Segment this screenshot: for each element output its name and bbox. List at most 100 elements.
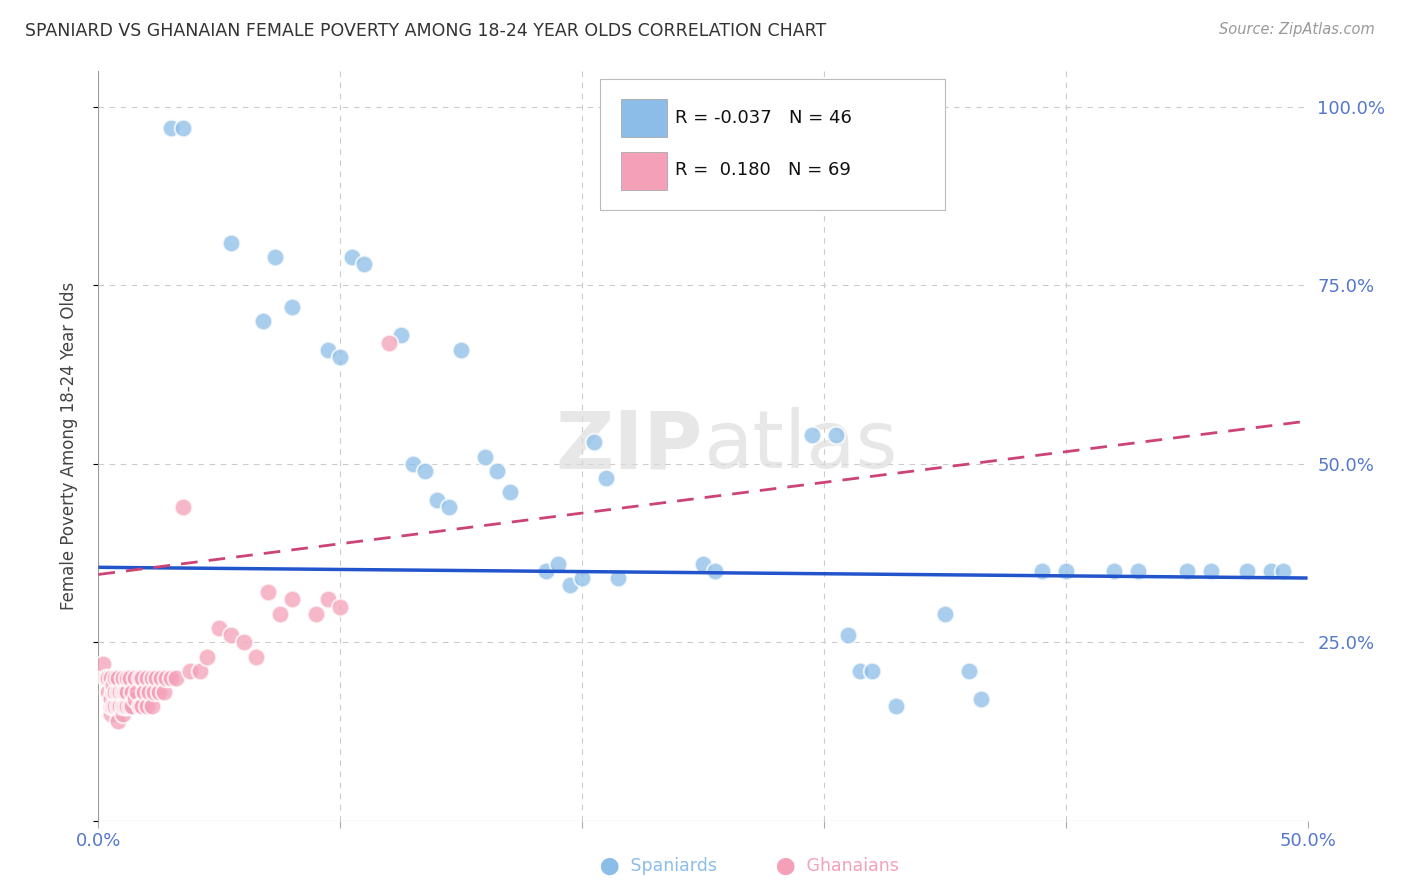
Point (91, 657, 114, 671)
Point (692, 557, 714, 571)
Point (101, 678, 124, 692)
Point (118, 671, 141, 685)
Point (150, 671, 173, 685)
Point (256, 585, 278, 599)
Point (101, 685, 124, 699)
Point (108, 699, 131, 714)
Point (316, 592, 339, 607)
Point (1236, 564, 1258, 578)
Point (117, 685, 139, 699)
Text: ZIP: ZIP (555, 407, 703, 485)
Point (111, 685, 134, 699)
Point (107, 671, 129, 685)
Text: R =  0.180   N = 69: R = 0.180 N = 69 (675, 161, 851, 179)
Point (134, 685, 156, 699)
Point (571, 571, 593, 585)
Point (155, 671, 177, 685)
Point (131, 699, 153, 714)
Point (148, 685, 170, 699)
Point (1175, 564, 1198, 578)
Point (305, 607, 328, 621)
Point (114, 685, 136, 699)
Point (450, 343, 472, 357)
Y-axis label: Female Poverty Among 18-24 Year Olds: Female Poverty Among 18-24 Year Olds (59, 282, 77, 610)
Point (94, 671, 117, 685)
Point (121, 699, 143, 714)
Point (1031, 564, 1053, 578)
Point (281, 300, 304, 314)
FancyBboxPatch shape (621, 99, 666, 137)
Point (108, 685, 131, 699)
Text: ⬤  Spaniards: ⬤ Spaniards (600, 856, 717, 875)
Point (583, 435, 606, 450)
Point (957, 664, 980, 678)
Point (221, 628, 243, 642)
Point (107, 685, 129, 699)
Point (402, 457, 425, 471)
Point (111, 671, 134, 685)
Point (1102, 564, 1125, 578)
Point (534, 564, 557, 578)
FancyBboxPatch shape (621, 152, 666, 190)
Point (100, 706, 122, 721)
Point (269, 607, 291, 621)
Point (1054, 564, 1077, 578)
Point (124, 692, 146, 706)
Point (124, 671, 146, 685)
Point (101, 699, 124, 714)
Point (100, 699, 122, 714)
Point (377, 335, 399, 350)
Point (437, 500, 460, 514)
Point (138, 685, 160, 699)
Point (264, 250, 287, 264)
Point (111, 699, 134, 714)
Text: R = -0.037   N = 46: R = -0.037 N = 46 (675, 109, 852, 127)
Point (107, 699, 129, 714)
Point (107, 714, 129, 728)
Text: atlas: atlas (703, 407, 897, 485)
Point (329, 599, 352, 614)
Point (353, 257, 375, 271)
Point (426, 492, 449, 507)
Point (97, 685, 120, 699)
Point (413, 464, 436, 478)
Point (281, 592, 304, 607)
Point (100, 671, 122, 685)
Point (486, 464, 509, 478)
Point (1128, 564, 1150, 578)
Point (128, 699, 150, 714)
Point (1260, 564, 1282, 578)
Point (860, 664, 883, 678)
Point (498, 485, 520, 500)
Text: ⬤  Ghanaians: ⬤ Ghanaians (776, 856, 898, 875)
Point (118, 699, 141, 714)
Point (245, 649, 267, 664)
Point (97, 671, 120, 685)
Point (316, 343, 339, 357)
Point (172, 121, 194, 136)
Point (179, 664, 201, 678)
Text: SPANIARD VS GHANAIAN FEMALE POVERTY AMONG 18-24 YEAR OLDS CORRELATION CHART: SPANIARD VS GHANAIAN FEMALE POVERTY AMON… (25, 22, 827, 40)
Point (825, 428, 848, 442)
Point (252, 314, 274, 328)
FancyBboxPatch shape (600, 78, 945, 210)
Point (837, 628, 859, 642)
Point (143, 685, 166, 699)
Point (558, 578, 581, 592)
Point (886, 699, 908, 714)
Point (100, 692, 122, 706)
Point (704, 564, 727, 578)
Point (160, 671, 183, 685)
Point (141, 699, 163, 714)
Point (474, 450, 496, 464)
Point (117, 699, 139, 714)
Point (145, 671, 167, 685)
Point (141, 671, 163, 685)
Point (970, 692, 993, 706)
Point (208, 621, 231, 635)
Point (172, 500, 194, 514)
Point (188, 664, 211, 678)
Point (121, 685, 143, 699)
Point (595, 471, 617, 485)
Point (195, 649, 218, 664)
